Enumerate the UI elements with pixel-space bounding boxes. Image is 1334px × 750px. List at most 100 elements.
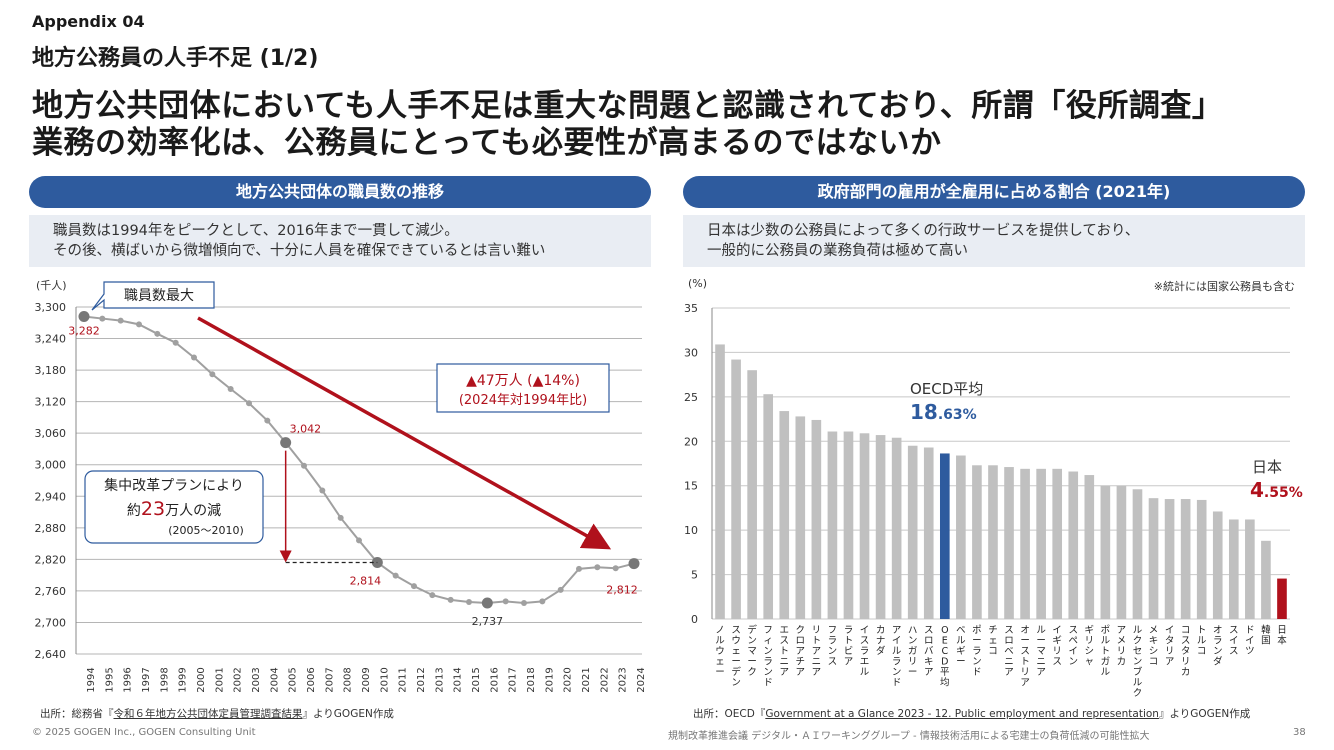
x-tick-char: ダ [1213,656,1223,668]
bar [779,411,790,619]
x-tick-char: ア [892,625,902,636]
x-tick-char: ン [1133,657,1143,668]
x-tick-char: ニ [779,657,789,668]
x-tick-char: ン [731,678,741,689]
x-tick-char: ー [972,636,982,647]
data-point [628,558,640,570]
data-point [246,400,252,407]
left-source-link[interactable]: 令和６年地方公共団体定員管理調査結果 [113,708,303,720]
x-tick-char: シ [1149,646,1159,657]
x-tick-label: デンマーク [747,624,757,678]
bar [1277,578,1287,619]
x-tick-label: 1996 [123,667,134,692]
data-point [612,565,619,572]
data-point [227,386,234,393]
x-tick-char: ト [844,636,854,647]
peak-callout-box [91,281,215,311]
x-tick-char: ニ [1036,657,1046,668]
x-tick-label: オーストリア [1020,625,1030,689]
x-tick-char: ル [1197,636,1207,647]
bar [1180,499,1191,619]
left-summary-line-2: その後、横ばいから微増傾向で、十分に人員を確保できているとは言い難い [53,243,546,259]
x-tick-label: 2008 [343,667,354,692]
y-tick-label: 0 [691,613,698,626]
y-tick-label: 2,760 [35,585,67,598]
x-tick-char: ロ [1004,636,1014,647]
x-tick-char: カ [1181,667,1191,678]
x-tick-char: コ [1149,657,1159,668]
data-point [117,317,124,324]
decline-callout-line-2: (2024年対1994年比) [459,393,587,408]
plan-callout-box [84,470,264,544]
x-tick-char: ラ [828,636,838,647]
bar [795,416,806,619]
x-tick-label: イタリア [1165,625,1175,668]
data-label: 2,812 [606,584,638,597]
x-tick-char: ラ [763,657,773,668]
x-tick-label: 2013 [434,667,445,692]
x-tick-char: マ [747,646,757,657]
page-number: 38 [1293,727,1306,738]
x-tick-char: カ [876,625,886,636]
left-source-prefix: 出所：総務省『 [40,708,114,720]
x-tick-label: 2002 [233,667,244,692]
left-source-suffix: 』よりGOGEN作成 [302,708,394,720]
data-point [99,315,106,322]
x-tick-char: ブ [1133,666,1143,678]
x-tick-char: ダ [876,645,886,657]
x-tick-char: ス [1004,625,1014,636]
x-tick-char: 平 [940,667,950,678]
x-tick-label: 2022 [599,667,610,692]
bar [763,394,774,619]
plan-callout-number: 23 [141,498,165,520]
data-point [264,417,271,424]
plan-callout-line-3: (2005～2010) [168,524,244,537]
x-tick-char: ル [1101,667,1111,678]
x-tick-char: E [942,636,948,647]
x-tick-char: ア [812,646,822,657]
x-tick-char: ン [828,646,838,657]
x-tick-char: コ [988,646,998,657]
bar [1245,519,1255,619]
right-source: 出所：OECD『Government at a Glance 2023 - 12… [693,706,1250,721]
x-tick-label: 2010 [379,667,390,692]
x-tick-char: ド [892,678,902,689]
x-tick-label: ドイツ [1245,625,1255,657]
decline-arrow [197,316,612,550]
x-tick-label: アメリカ [1117,625,1127,668]
right-source-link[interactable]: Government at a Glance 2023 - 12. Public… [765,708,1159,720]
x-tick-char: O [941,625,948,636]
x-tick-char: ポ [1101,625,1111,636]
x-tick-char: ェ [715,657,725,668]
x-tick-label: カナダ [876,625,886,657]
y-tick-label: 2,700 [35,616,67,629]
japan-value-frac: .55% [1264,485,1303,501]
x-tick-char: ー [956,657,966,668]
x-tick-label: 1994 [86,667,97,692]
bar [1052,468,1063,619]
x-tick-char: ェ [988,636,998,647]
x-tick-char: ト [1020,657,1030,668]
x-tick-char: ド [763,678,773,689]
y-tick-label: 35 [684,302,698,315]
x-tick-char: ク [1133,688,1143,699]
y-tick-label: 3,180 [35,364,67,377]
bar [843,431,854,619]
x-tick-label: ルクセンブルク [1133,625,1143,699]
x-tick-char: ン [1213,646,1223,657]
x-tick-char: ィ [763,636,773,647]
x-tick-char: ル [1133,678,1143,689]
bar [1212,511,1223,619]
x-tick-char: ギ [956,646,966,657]
data-point [576,565,582,572]
decline-callout-line-1: ▲47万人 (▲14%) [466,373,580,389]
y-tick-label: 5 [691,569,698,582]
y-tick-label: 3,300 [35,301,67,314]
data-point [172,339,179,346]
x-tick-label: 1995 [104,667,115,692]
data-point [191,354,197,361]
x-tick-char: ガ [1101,657,1111,668]
x-tick-char: ア [1036,667,1046,678]
x-tick-char: ス [1229,625,1239,636]
right-summary-line-2: 一般的に公務員の業務負荷は極めて高い [707,243,968,259]
